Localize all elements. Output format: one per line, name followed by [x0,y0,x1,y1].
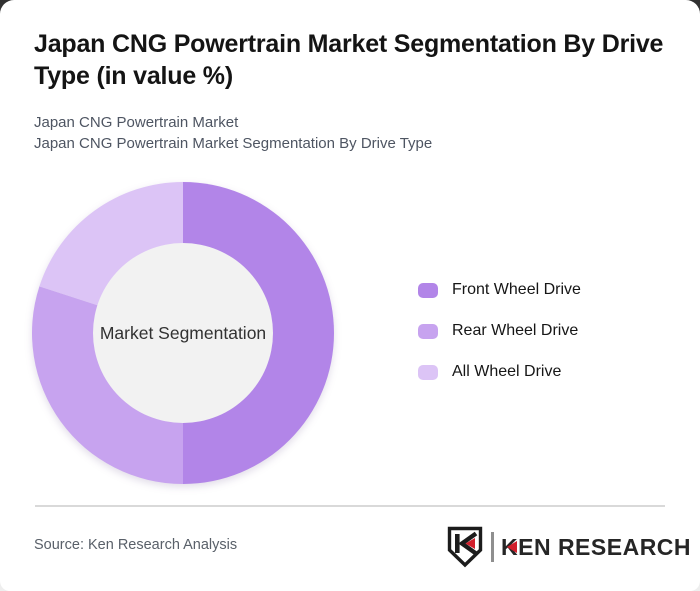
footer-divider [35,505,665,507]
legend-label: Front Wheel Drive [452,281,581,298]
subtitle-line-2: Japan CNG Powertrain Market Segmentation… [34,135,433,152]
legend-swatch-icon [418,282,438,298]
source-text: Source: Ken Research Analysis [34,537,238,553]
logo-red-triangle-icon [507,541,517,553]
legend-item-front-wheel-drive[interactable]: Front Wheel Drive [418,281,581,299]
subtitle-line-1: Japan CNG Powertrain Market [34,114,239,131]
donut-svg [31,182,334,484]
donut-chart: Market Segmentation [31,181,335,485]
donut-hole [93,243,273,423]
page-title: Japan CNG Powertrain Market Segmentation… [34,30,664,90]
subtitle-block: Japan CNG Powertrain Market Japan CNG Po… [34,112,654,154]
logo-wordmark-text: KEN RESEARCH [501,533,692,560]
logo-separator [491,532,494,562]
ken-research-shield-icon [447,526,483,568]
legend-label: Rear Wheel Drive [452,322,579,339]
legend-swatch-icon [418,364,438,380]
legend-swatch-icon [418,323,438,339]
legend-item-rear-wheel-drive[interactable]: Rear Wheel Drive [418,322,581,340]
chart-legend: Front Wheel Drive Rear Wheel Drive All W… [418,281,581,381]
legend-label: All Wheel Drive [452,363,562,380]
legend-item-all-wheel-drive[interactable]: All Wheel Drive [418,363,581,381]
ken-research-logo: KEN RESEARCH [446,526,691,568]
logo-wordmark: KEN RESEARCH [501,534,691,561]
